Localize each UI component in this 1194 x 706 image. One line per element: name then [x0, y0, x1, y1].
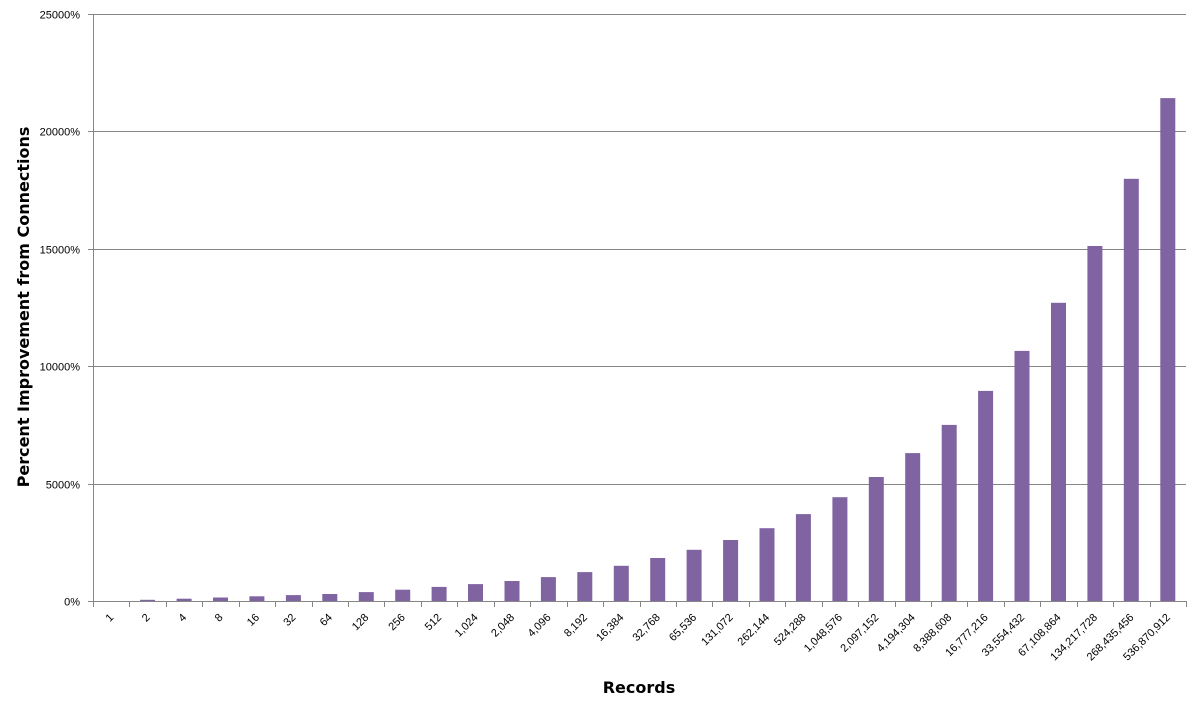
x-tick-label: 8	[213, 612, 226, 625]
x-tick-label: 1,048,576	[802, 612, 845, 655]
x-axis-title: Records	[603, 678, 676, 697]
x-tick-label: 8,192	[562, 612, 590, 640]
bar	[504, 581, 520, 601]
bar	[832, 497, 848, 601]
bar	[140, 599, 156, 601]
bar	[978, 390, 994, 601]
y-tick-label: 20000%	[40, 127, 81, 139]
bar	[431, 586, 447, 601]
x-tick-label: 2	[140, 612, 153, 625]
bar	[322, 594, 338, 601]
y-tick-labels: 0% 5000% 10000% 15000% 20000% 25000%	[40, 10, 81, 609]
bar	[723, 540, 739, 601]
bar	[941, 424, 957, 601]
x-tick-label: 16	[245, 612, 262, 629]
x-tick-label: 2,048	[489, 612, 517, 640]
y-tick-label: 10000%	[40, 362, 81, 374]
y-tick-label: 15000%	[40, 245, 81, 257]
bar	[905, 453, 921, 601]
bar	[176, 598, 192, 601]
x-tick-label: 256	[386, 612, 407, 633]
x-tick-label: 4	[176, 612, 189, 625]
x-tick-label: 512	[423, 612, 444, 633]
x-tick-label: 2,097,152	[838, 612, 881, 655]
x-tick-label: 64	[318, 612, 335, 629]
x-tick-label: 524,288	[772, 612, 809, 649]
bar	[577, 572, 593, 601]
y-tick-label: 25000%	[40, 10, 81, 22]
y-tick-label: 0%	[64, 597, 80, 609]
bar	[686, 549, 702, 601]
x-tick-label: 32,768	[631, 612, 663, 644]
x-tick-labels: 1 2 4 8 16 32 64 128 256 512 1,024 2,048 4,096 8,192 1…	[104, 612, 1173, 664]
x-tick-label: 262,144	[736, 612, 773, 649]
bar	[358, 592, 374, 601]
bar	[249, 596, 265, 601]
bar	[650, 558, 666, 601]
bar	[285, 595, 301, 601]
x-tick-label: 128	[350, 612, 371, 633]
x-tick-label: 16,384	[594, 612, 626, 644]
bar	[868, 477, 884, 601]
x-tick-label: 32	[281, 612, 298, 629]
gridlines	[93, 14, 1186, 485]
y-axis-title: Percent Improvement from Connections	[14, 127, 33, 488]
bar	[540, 577, 556, 601]
bars	[140, 98, 1176, 602]
x-tick-label: 4,096	[526, 612, 554, 640]
bar	[613, 565, 629, 601]
bar	[1051, 302, 1066, 601]
x-tick-label: 4,194,304	[875, 612, 918, 655]
bar	[213, 597, 228, 601]
x-tick-label: 131,072	[699, 612, 736, 649]
bar	[395, 589, 411, 601]
bar	[795, 514, 811, 601]
y-tick-label: 5000%	[46, 480, 80, 492]
axes	[88, 14, 1187, 607]
bar	[1160, 98, 1176, 601]
bar	[759, 528, 775, 601]
bar	[1087, 246, 1103, 601]
bar	[468, 584, 483, 601]
bar	[1123, 178, 1139, 602]
bar	[1014, 350, 1030, 601]
x-tick-label: 65,536	[667, 612, 699, 644]
x-tick-label: 1	[104, 612, 117, 625]
x-tick-label: 1,024	[453, 612, 481, 640]
